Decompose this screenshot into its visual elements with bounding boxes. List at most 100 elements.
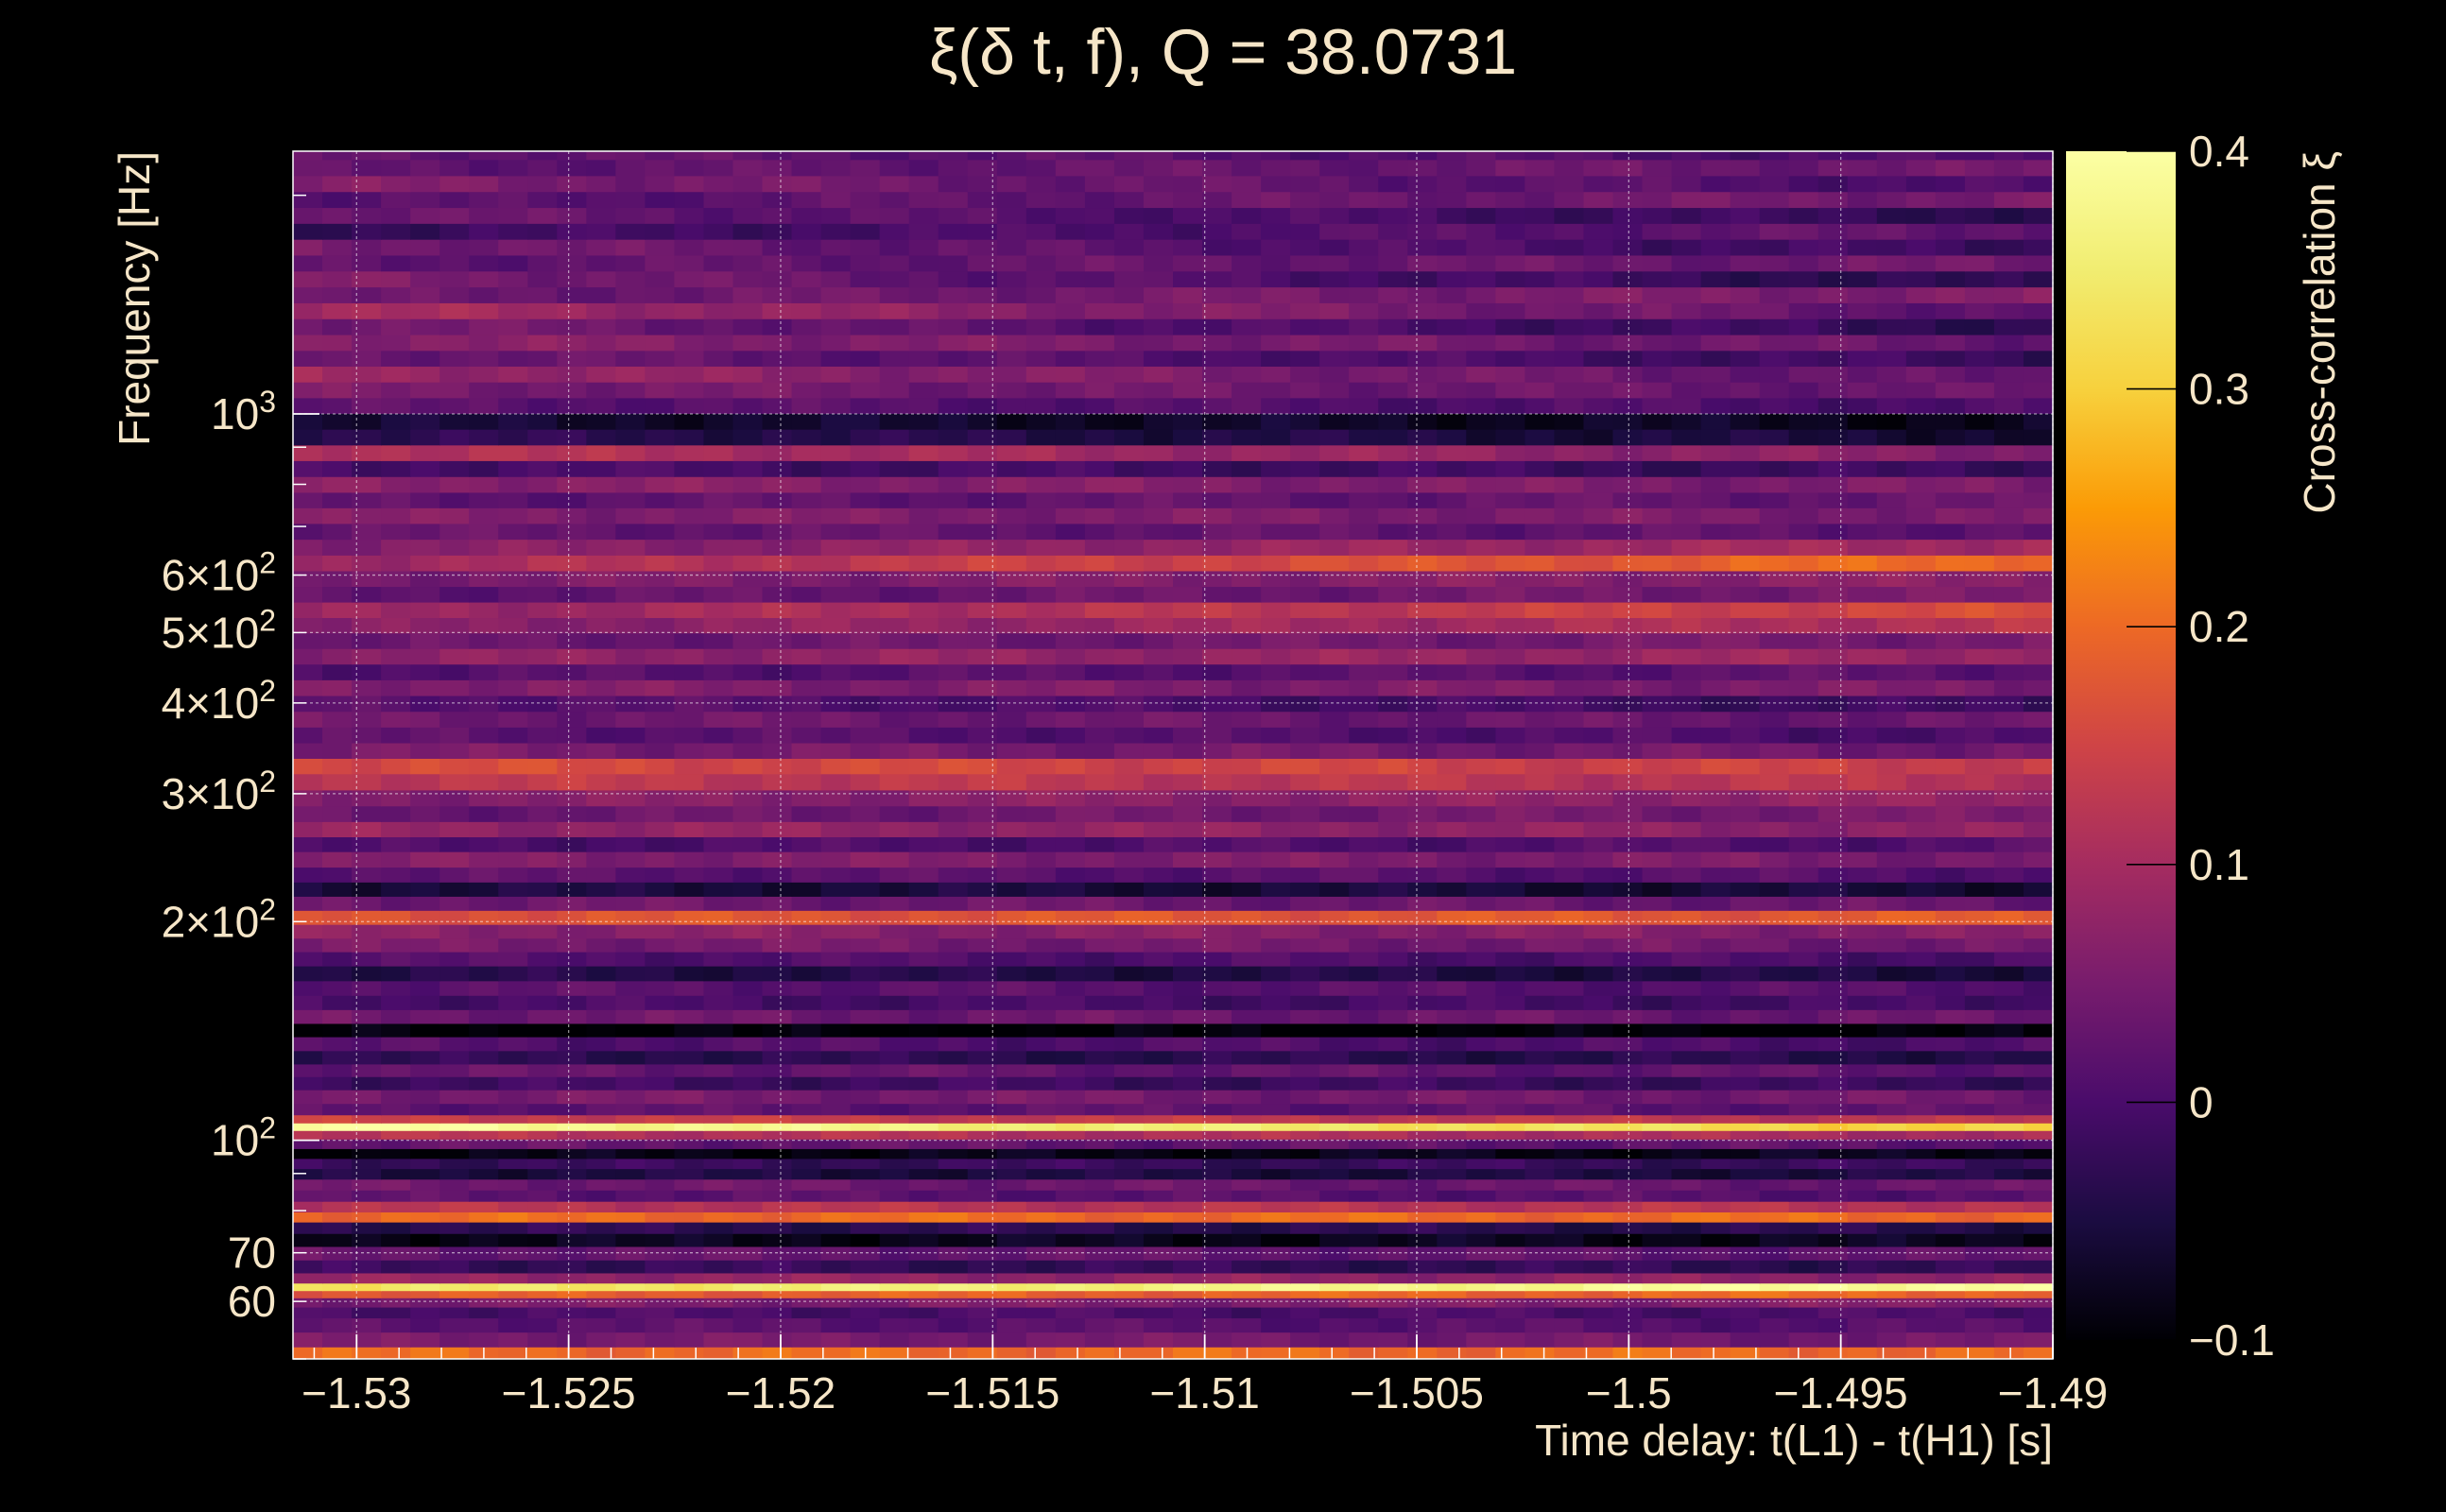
- heatmap-cell: [1319, 444, 1350, 461]
- heatmap-cell: [1964, 951, 1995, 967]
- heatmap-cell: [850, 867, 881, 883]
- heatmap-cell: [645, 381, 676, 399]
- heatmap-cell: [586, 836, 617, 852]
- heatmap-cell: [1964, 758, 1995, 775]
- heatmap-cell: [615, 318, 646, 335]
- heatmap-cell: [1437, 254, 1468, 272]
- heatmap-cell: [439, 1122, 470, 1131]
- heatmap-cell: [1466, 742, 1497, 759]
- heatmap-cell: [1935, 773, 1966, 791]
- heatmap-cell: [352, 980, 382, 996]
- heatmap-cell: [1113, 523, 1145, 541]
- heatmap-cell: [1583, 586, 1614, 603]
- heatmap-cell: [820, 366, 852, 383]
- heatmap-cell: [1759, 1148, 1790, 1160]
- heatmap-cell: [322, 1114, 353, 1124]
- heatmap-cell: [2023, 850, 2053, 868]
- heatmap-cell: [1788, 937, 1819, 953]
- heatmap-cell: [1964, 523, 1995, 541]
- heatmap-cell: [908, 742, 939, 759]
- heatmap-cell: [527, 1221, 559, 1234]
- heatmap-cell: [1524, 937, 1556, 953]
- heatmap-cell: [498, 207, 529, 224]
- heatmap-cell: [908, 1139, 939, 1149]
- heatmap-cell: [586, 632, 617, 649]
- heatmap-cell: [879, 586, 910, 603]
- heatmap-cell: [1495, 1114, 1526, 1124]
- heatmap-cell: [322, 1050, 353, 1065]
- heatmap-cell: [1730, 366, 1761, 383]
- heatmap-cell: [1378, 539, 1409, 556]
- heatmap-cell: [1583, 350, 1614, 367]
- heatmap-cell: [322, 836, 353, 852]
- heatmap-cell: [1876, 366, 1907, 383]
- heatmap-cell: [1700, 1089, 1731, 1105]
- heatmap-cell: [1935, 980, 1966, 996]
- heatmap-cell: [1202, 1211, 1232, 1223]
- heatmap-cell: [1730, 1290, 1761, 1298]
- heatmap-cell: [703, 910, 734, 925]
- heatmap-cell: [1554, 1297, 1585, 1308]
- heatmap-cell: [1935, 586, 1966, 603]
- heatmap-cell: [1407, 1272, 1438, 1284]
- heatmap-cell: [1466, 836, 1497, 852]
- heatmap-cell: [1084, 1168, 1115, 1180]
- heatmap-cell: [1173, 742, 1203, 759]
- heatmap-cell: [322, 910, 353, 925]
- heatmap-cell: [1847, 994, 1878, 1010]
- heatmap-cell: [1025, 1122, 1057, 1131]
- heatmap-cell: [469, 1158, 500, 1170]
- heatmap-cell: [732, 1272, 764, 1284]
- heatmap-cell: [498, 570, 529, 588]
- heatmap-cell: [1935, 270, 1966, 288]
- heatmap-cell: [850, 428, 881, 446]
- heatmap-cell: [1847, 1168, 1878, 1180]
- heatmap-cell: [1232, 1129, 1262, 1140]
- heatmap-cell: [1817, 923, 1849, 939]
- heatmap-cell: [2023, 836, 2053, 852]
- heatmap-cell: [615, 923, 646, 939]
- heatmap-cell: [850, 773, 881, 791]
- heatmap-cell: [1905, 1089, 1937, 1105]
- heatmap-cell: [381, 254, 411, 272]
- heatmap-cell: [527, 460, 559, 477]
- heatmap-cell: [1817, 742, 1849, 759]
- heatmap-cell: [1583, 1089, 1614, 1105]
- heatmap-cell: [674, 923, 705, 939]
- heatmap-cell: [967, 617, 998, 634]
- heatmap-cell: [1847, 937, 1878, 953]
- heatmap-cell: [322, 1063, 353, 1077]
- heatmap-cell: [410, 758, 440, 775]
- heatmap-cell: [703, 742, 734, 759]
- heatmap-cell: [791, 1009, 822, 1024]
- heatmap-cell: [1612, 1050, 1644, 1065]
- heatmap-cell: [1817, 679, 1849, 696]
- heatmap-cell: [879, 821, 910, 837]
- heatmap-cell: [1437, 1260, 1468, 1274]
- heatmap-cell: [1993, 821, 2024, 837]
- heatmap-cell: [1847, 570, 1878, 588]
- heatmap-cell: [586, 1009, 617, 1024]
- heatmap-cell: [820, 1050, 852, 1065]
- heatmap-cell: [938, 381, 969, 399]
- heatmap-cell: [352, 350, 382, 367]
- heatmap-cell: [1025, 270, 1057, 288]
- heatmap-cell: [1495, 1129, 1526, 1140]
- heatmap-cell: [1583, 334, 1614, 352]
- heatmap-cell: [498, 994, 529, 1010]
- heatmap-cell: [1025, 1282, 1057, 1292]
- heatmap-cell: [1232, 965, 1262, 982]
- heatmap-cell: [1964, 238, 1995, 256]
- heatmap-cell: [1759, 1221, 1790, 1234]
- heatmap-cell: [322, 867, 353, 883]
- heatmap-cell: [293, 207, 323, 224]
- heatmap-cell: [1378, 1089, 1409, 1105]
- heatmap-cell: [1935, 1089, 1966, 1105]
- heatmap-cell: [1905, 850, 1937, 868]
- heatmap-cell: [1437, 350, 1468, 367]
- heatmap-cell: [791, 923, 822, 939]
- heatmap-cell: [1642, 1139, 1673, 1149]
- heatmap-cell: [1788, 1009, 1819, 1024]
- heatmap-cell: [527, 821, 559, 837]
- heatmap-cell: [1788, 1168, 1819, 1180]
